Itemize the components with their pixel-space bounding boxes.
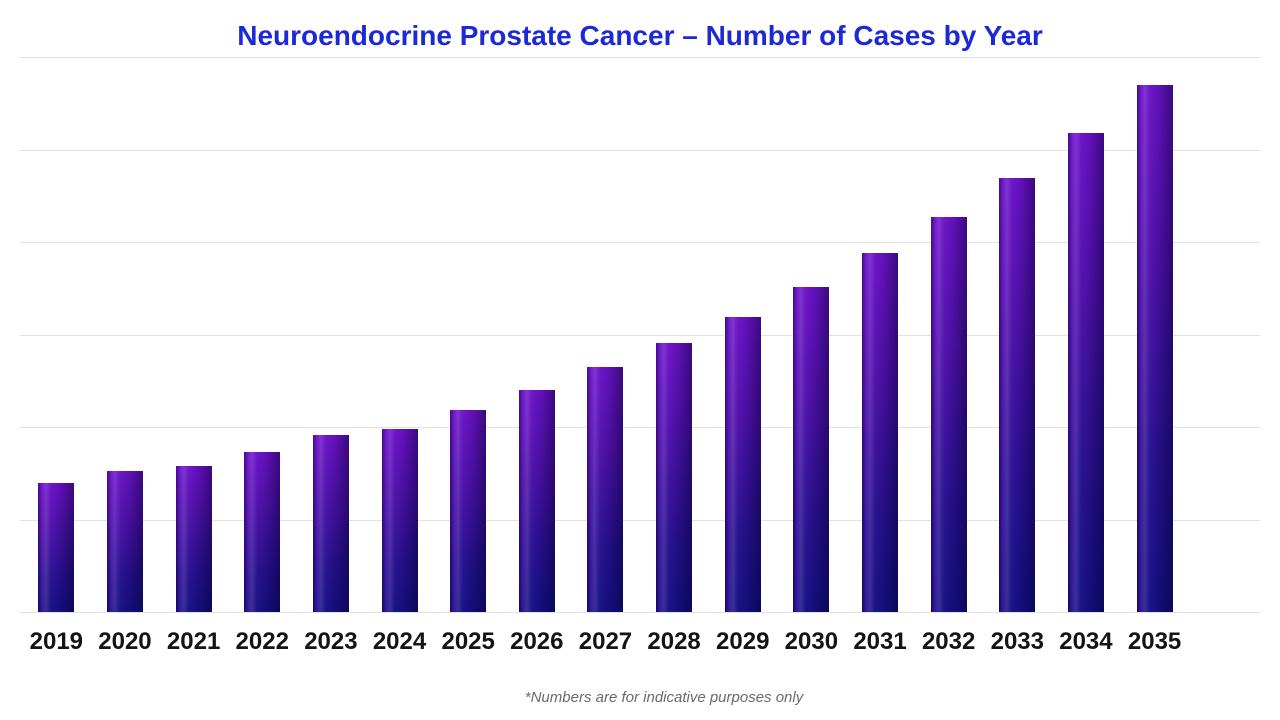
- bar-slot: [365, 57, 434, 612]
- bar-slot: [228, 57, 297, 612]
- bar-2020: [106, 471, 143, 612]
- x-axis-label: 2026: [510, 628, 564, 655]
- x-axis-label: 2035: [1127, 628, 1182, 655]
- bar-slot: [1052, 57, 1121, 612]
- bar-2028: [656, 342, 693, 612]
- x-axis-label: 2027: [578, 628, 633, 655]
- gridline: [20, 519, 1260, 521]
- gridline: [20, 57, 1260, 58]
- x-axis-label: 2024: [372, 628, 427, 655]
- x-axis-label: 2029: [716, 628, 770, 655]
- bar-2023: [312, 435, 349, 612]
- bar-2024: [381, 428, 418, 612]
- x-axis-label: 2022: [235, 628, 289, 655]
- x-axis: 2019 2020 2021 2022 2023 2024 2025 2026 2027 2028…: [22, 613, 1189, 654]
- chart-title: Neuroendocrine Prostate Cancer – Number …: [237, 20, 1043, 51]
- bar-slot: [1120, 57, 1189, 612]
- bar-2030: [793, 287, 830, 612]
- bar-2029: [724, 316, 761, 612]
- chart-footnote: *Numbers are for indicative purposes onl…: [524, 689, 804, 706]
- x-axis-label: 2023: [304, 628, 358, 655]
- bar-slot: [846, 57, 915, 612]
- bar-2033: [999, 178, 1036, 612]
- bar-slot: [708, 57, 777, 612]
- gridline: [20, 334, 1260, 336]
- bar-slot: [983, 57, 1052, 612]
- gridline: [20, 149, 1260, 151]
- gridline: [20, 242, 1260, 243]
- bar-2035: [1136, 84, 1173, 612]
- bar-slot: [91, 57, 160, 612]
- bar-2026: [518, 390, 555, 612]
- x-axis-label: 2031: [853, 628, 907, 655]
- x-axis-label: 2034: [1059, 628, 1113, 655]
- x-axis-label: 2020: [98, 628, 152, 655]
- bar-slot: [159, 57, 228, 612]
- bar-slot: [914, 57, 983, 612]
- bar-2027: [587, 366, 624, 612]
- x-axis-label: 2021: [166, 628, 221, 655]
- bar-slot: [777, 57, 846, 612]
- x-axis-label: 2025: [441, 628, 495, 655]
- x-axis-label: 2028: [647, 628, 701, 655]
- bar-slot: [640, 57, 709, 612]
- gridline: [20, 612, 1260, 613]
- bar-2022: [244, 451, 281, 612]
- bar-2034: [1067, 132, 1104, 612]
- plot-area: [20, 57, 1260, 613]
- gridline: [20, 427, 1260, 428]
- x-axis-label: 2030: [784, 628, 839, 655]
- bar-slot: [297, 57, 366, 612]
- bar-2032: [930, 217, 967, 612]
- bar-2021: [175, 465, 212, 612]
- bar-slot: [571, 57, 640, 612]
- bars-layer: [22, 57, 1189, 612]
- bar-2019: [38, 483, 75, 612]
- x-axis-label: 2033: [990, 628, 1044, 655]
- x-axis-label: 2032: [921, 628, 976, 655]
- bar-slot: [502, 57, 571, 612]
- bar-slot: [22, 57, 91, 612]
- bar-slot: [434, 57, 503, 612]
- bar-2031: [862, 253, 898, 612]
- x-axis-label: 2019: [29, 628, 84, 655]
- bar-2025: [450, 410, 487, 612]
